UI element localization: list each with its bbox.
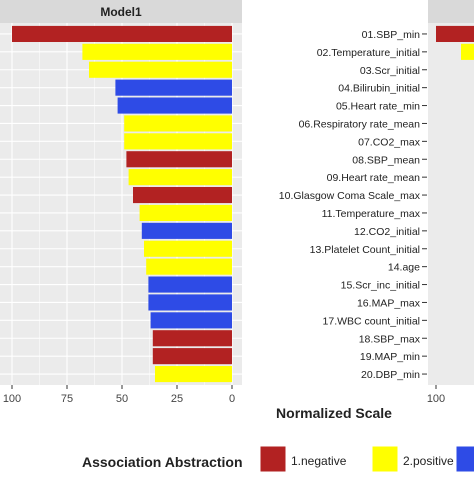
category-label: 15.Scr_inc_initial xyxy=(341,280,420,292)
legend-key xyxy=(455,445,474,473)
category-label: 05.Heart rate_min xyxy=(336,101,420,113)
bar xyxy=(148,276,232,293)
bar xyxy=(150,312,232,329)
category-label: 16.MAP_max xyxy=(357,297,421,309)
legend-label: 2.positive xyxy=(403,454,454,468)
bar xyxy=(152,348,232,365)
category-label: 01.SBP_min xyxy=(362,29,421,41)
panel-right-strip xyxy=(428,0,474,23)
category-labels: 01.SBP_min 02.Temperature_initial 03.Scr_i… xyxy=(279,29,427,381)
panel-right-background xyxy=(428,23,474,385)
category-label: 17.WBC count_initial xyxy=(323,315,420,327)
category-label: 04.Bilirubin_initial xyxy=(338,83,420,95)
bar xyxy=(146,258,232,275)
category-label: 19.MAP_min xyxy=(360,351,420,363)
bar xyxy=(82,43,233,60)
category-label: 08.SBP_mean xyxy=(352,154,420,166)
legend: Association Abstraction 1.negative 2.posi… xyxy=(82,445,474,473)
bar xyxy=(115,79,232,96)
panel-right-bar xyxy=(436,25,474,43)
bar xyxy=(128,169,232,186)
bar xyxy=(126,151,232,168)
x-axis-label: Normalized Scale xyxy=(276,405,392,421)
category-label: 03.Scr_initial xyxy=(360,65,420,77)
bar xyxy=(155,365,232,383)
category-label: 06.Respiratory rate_mean xyxy=(299,118,421,130)
panel-left-title: Model1 xyxy=(100,5,142,19)
x-axis-ticks: 100 75 50 25 0 xyxy=(3,385,235,405)
x-tick-label: 100 xyxy=(3,393,21,405)
legend-label: 1.negative xyxy=(291,454,347,468)
bar xyxy=(144,240,232,257)
bar xyxy=(141,222,232,239)
bar xyxy=(152,330,232,347)
legend-title: Association Abstraction xyxy=(82,454,243,470)
bars xyxy=(12,25,233,383)
x-tick-label: 0 xyxy=(229,393,235,405)
panel-right-x-tick-label: 100 xyxy=(427,393,445,405)
legend-key xyxy=(259,445,287,473)
x-tick-label: 75 xyxy=(61,393,73,405)
panel-left-strip xyxy=(0,0,242,23)
bar xyxy=(124,133,232,150)
legend-key xyxy=(371,445,399,473)
category-label: 12.CO2_initial xyxy=(354,226,420,238)
category-label: 07.CO2_max xyxy=(358,136,421,148)
bar xyxy=(133,186,232,204)
bar xyxy=(148,294,232,311)
panel-right-content: 100 xyxy=(427,25,474,405)
category-label: 13.Platelet Count_initial xyxy=(310,244,420,256)
x-tick-label: 25 xyxy=(171,393,183,405)
category-label: 18.SBP_max xyxy=(359,333,421,345)
bar xyxy=(89,61,232,78)
x-tick-label: 50 xyxy=(116,393,128,405)
bar xyxy=(12,25,232,43)
bar xyxy=(139,204,232,222)
category-label: 11.Temperature_max xyxy=(322,208,421,220)
bar xyxy=(124,115,232,132)
category-label: 09.Heart rate_mean xyxy=(327,172,421,184)
category-label: 02.Temperature_initial xyxy=(317,47,420,59)
bar xyxy=(117,97,232,114)
category-label: 20.DBP_min xyxy=(361,369,420,381)
panel-right-bar xyxy=(461,43,474,60)
category-label: 10.Glasgow Coma Scale_max xyxy=(279,190,421,202)
category-label: 14.age xyxy=(388,262,420,274)
